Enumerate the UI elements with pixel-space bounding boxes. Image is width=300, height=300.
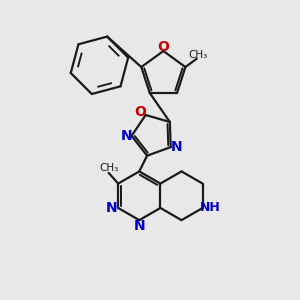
Text: N: N bbox=[120, 129, 132, 143]
Text: O: O bbox=[135, 105, 146, 119]
Text: CH₃: CH₃ bbox=[99, 163, 118, 172]
Text: N: N bbox=[106, 201, 118, 215]
Text: NH: NH bbox=[200, 202, 221, 214]
Text: N: N bbox=[134, 219, 145, 233]
Text: O: O bbox=[158, 40, 169, 54]
Text: N: N bbox=[170, 140, 182, 154]
Text: CH₃: CH₃ bbox=[188, 50, 208, 60]
